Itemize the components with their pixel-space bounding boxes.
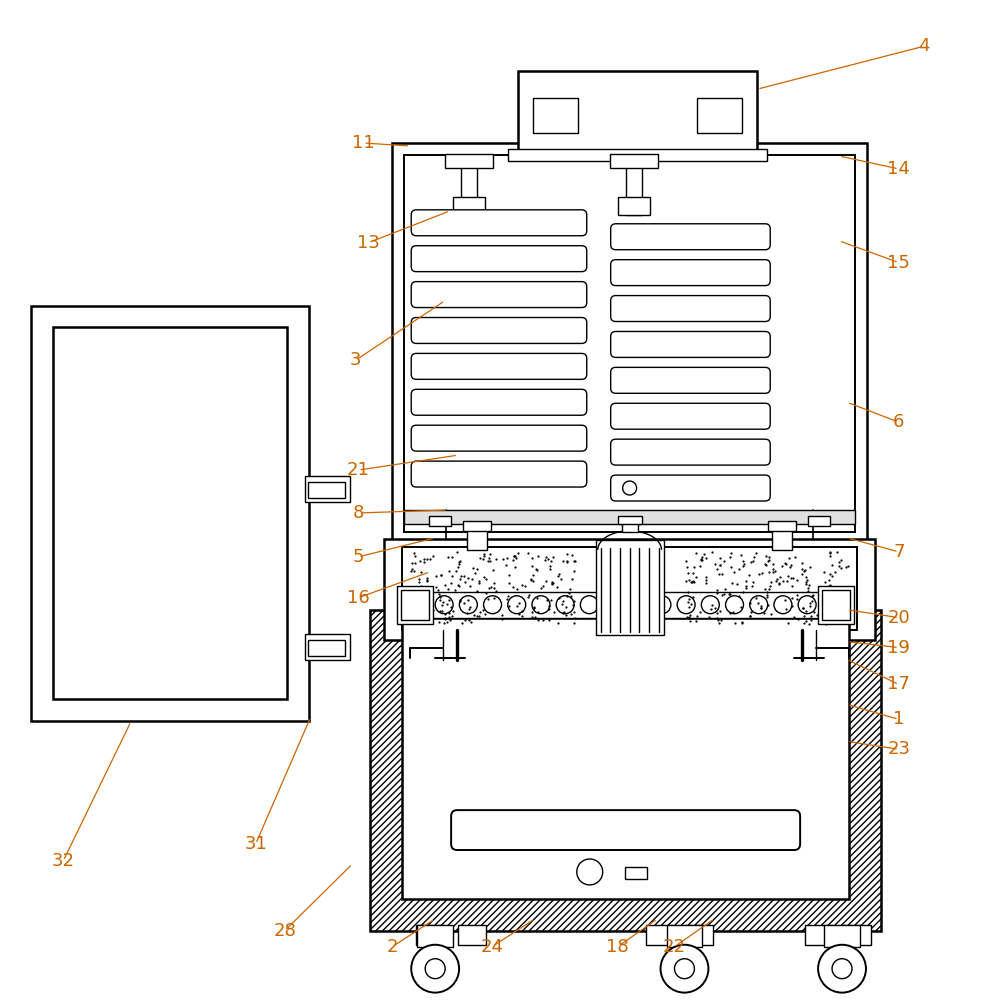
Text: 11: 11 [352, 134, 375, 152]
Text: 31: 31 [245, 835, 267, 853]
Bar [822, 590, 850, 620]
Text: 13: 13 [357, 234, 380, 252]
Bar [404, 155, 855, 532]
Bar [453, 197, 485, 215]
Text: 15: 15 [887, 254, 910, 272]
Text: 28: 28 [273, 922, 296, 940]
Bar [618, 516, 642, 524]
Bar [508, 149, 767, 161]
Text: 6: 6 [893, 413, 905, 431]
Bar [417, 925, 453, 947]
Bar [308, 482, 346, 498]
Bar [404, 510, 855, 524]
Text: 23: 23 [887, 740, 911, 758]
Bar [645, 925, 673, 945]
FancyBboxPatch shape [411, 389, 587, 415]
FancyBboxPatch shape [611, 367, 770, 393]
Bar [808, 516, 830, 526]
Bar [697, 98, 742, 133]
Bar [768, 521, 796, 531]
FancyBboxPatch shape [411, 461, 587, 487]
Bar [622, 522, 638, 532]
FancyBboxPatch shape [411, 318, 587, 343]
Bar [416, 925, 445, 945]
Bar [402, 610, 849, 899]
Bar [446, 154, 493, 168]
Text: 20: 20 [887, 609, 910, 627]
Circle shape [832, 959, 852, 979]
FancyBboxPatch shape [411, 282, 587, 308]
Text: 14: 14 [887, 160, 910, 178]
Bar [625, 867, 646, 879]
Text: 4: 4 [918, 37, 930, 55]
Bar [305, 634, 350, 660]
Circle shape [577, 859, 603, 885]
Text: 8: 8 [352, 504, 364, 522]
Text: 7: 7 [893, 543, 905, 561]
Circle shape [818, 945, 866, 993]
Bar [461, 160, 477, 215]
Bar [685, 925, 714, 945]
Text: 16: 16 [347, 589, 369, 607]
Circle shape [411, 945, 459, 993]
Bar [596, 540, 663, 635]
Text: 24: 24 [480, 938, 504, 956]
FancyBboxPatch shape [611, 475, 770, 501]
Bar [308, 640, 346, 656]
Circle shape [674, 959, 694, 979]
Bar [463, 521, 491, 531]
FancyBboxPatch shape [451, 810, 800, 850]
FancyBboxPatch shape [611, 224, 770, 250]
Bar [610, 154, 657, 168]
Text: 22: 22 [663, 938, 686, 956]
Bar [384, 539, 875, 640]
Text: 1: 1 [893, 710, 905, 728]
FancyBboxPatch shape [411, 210, 587, 236]
Bar [433, 592, 819, 618]
Circle shape [425, 959, 446, 979]
Bar [824, 925, 860, 947]
Bar [467, 528, 487, 550]
Bar [666, 925, 703, 947]
Text: 3: 3 [349, 351, 361, 369]
Bar [618, 197, 649, 215]
Text: 2: 2 [386, 938, 398, 956]
Text: 21: 21 [346, 461, 370, 479]
Circle shape [623, 481, 637, 495]
Bar [843, 925, 871, 945]
FancyBboxPatch shape [411, 353, 587, 379]
Bar [458, 925, 486, 945]
Bar [401, 590, 430, 620]
Text: 32: 32 [51, 852, 74, 870]
FancyBboxPatch shape [411, 246, 587, 272]
Bar [626, 160, 642, 215]
Bar [32, 306, 309, 721]
FancyBboxPatch shape [411, 425, 587, 451]
FancyBboxPatch shape [611, 439, 770, 465]
Bar [53, 327, 286, 699]
FancyBboxPatch shape [611, 403, 770, 429]
Bar [772, 528, 792, 550]
Bar [305, 476, 350, 502]
Bar [518, 71, 757, 153]
FancyBboxPatch shape [611, 260, 770, 286]
Text: 18: 18 [606, 938, 629, 956]
Bar [533, 98, 578, 133]
Circle shape [660, 945, 709, 993]
Bar [397, 586, 434, 624]
Text: 5: 5 [352, 548, 364, 566]
FancyBboxPatch shape [611, 331, 770, 357]
Bar [402, 618, 849, 899]
Bar [370, 610, 881, 931]
Bar [818, 586, 854, 624]
FancyBboxPatch shape [611, 296, 770, 322]
Bar [805, 925, 833, 945]
Bar [402, 547, 857, 630]
Bar [430, 516, 451, 526]
Text: 17: 17 [887, 675, 910, 693]
Text: 19: 19 [887, 639, 910, 657]
Bar [392, 143, 867, 544]
